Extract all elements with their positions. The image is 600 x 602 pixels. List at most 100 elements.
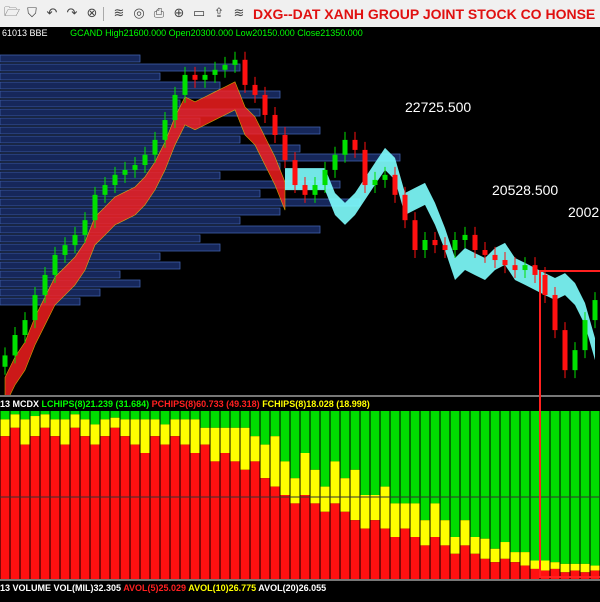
fchips-bar (120, 419, 130, 437)
target-icon[interactable]: ◎ (133, 6, 145, 21)
lchips-bar (290, 411, 300, 479)
candle (232, 59, 238, 65)
fchips-bar (590, 565, 600, 571)
candle (92, 194, 98, 221)
pchips-bar (590, 570, 600, 579)
candle (372, 179, 378, 186)
layers-icon[interactable]: ≋ (233, 6, 245, 21)
candle (72, 234, 78, 246)
mcdx-pane[interactable] (0, 411, 600, 579)
lchips-bar (470, 411, 480, 537)
lchips-bar (180, 411, 190, 420)
candle (522, 265, 528, 271)
fchips-bar (450, 537, 460, 554)
avol10-readout: AVOL(10)26.775 (188, 583, 257, 593)
lchips-bar (100, 411, 110, 420)
fchips-bar (160, 424, 170, 445)
lchips-bar (410, 411, 420, 504)
volume-profile-bar (0, 261, 181, 270)
redo-icon[interactable]: ↷ (66, 6, 78, 21)
candle (382, 174, 388, 180)
export-icon[interactable]: ⇪ (213, 6, 225, 21)
lchips-bar (520, 411, 530, 553)
add-circle-icon[interactable]: ⊕ (173, 6, 185, 21)
lchips-bar (210, 411, 220, 428)
undo-icon[interactable]: ↶ (46, 6, 58, 21)
pchips-bar (390, 537, 400, 579)
fchips-bar (550, 562, 560, 569)
lchips-bar (60, 411, 70, 420)
close-circle-icon[interactable]: ⊗ (86, 6, 98, 21)
candle (22, 320, 28, 336)
pchips-bar (50, 436, 60, 579)
candle (102, 185, 108, 195)
save-icon[interactable]: ▭ (192, 6, 206, 21)
lchips-bar (40, 411, 50, 415)
pchips-bar (310, 503, 320, 579)
pchips-bar (160, 444, 170, 579)
candle (562, 330, 568, 371)
highlight-box (539, 270, 600, 578)
lchips-bar (340, 411, 350, 479)
pchips-bar (340, 511, 350, 579)
print-icon[interactable]: ⎙ (153, 6, 165, 21)
mcdx-label: 13 MCDX (0, 399, 40, 409)
pchips-bar (350, 520, 360, 579)
lchips-bar (240, 411, 250, 428)
fchips-bar (150, 419, 160, 437)
candle (52, 254, 58, 275)
candle (332, 154, 338, 170)
pchips-bar (60, 444, 70, 579)
candle (262, 94, 268, 115)
toolbar-separator (103, 6, 104, 21)
candle (172, 94, 178, 121)
filter-icon[interactable]: ⛉ (27, 6, 37, 21)
candle (362, 149, 368, 186)
lchips-bar (440, 411, 450, 521)
folder-icon[interactable]: 🗁 (3, 4, 21, 20)
volume-profile-bar (0, 81, 221, 90)
lchips-bar (560, 411, 570, 564)
lchips-bar (360, 411, 370, 495)
lchips-bar (200, 411, 210, 428)
pchips-bar (330, 503, 340, 579)
candle (292, 160, 298, 186)
fchips-bar (360, 495, 370, 529)
candle (412, 220, 418, 251)
pchips-bar (400, 528, 410, 579)
pchips-readout: PCHIPS(8)60.733 (49.318) (151, 399, 260, 409)
lchips-bar (460, 411, 470, 521)
fchips-bar (140, 419, 150, 453)
fchips-bar (320, 486, 330, 512)
volume-profile-bar (0, 99, 181, 108)
volume-profile-bar (0, 63, 241, 72)
pchips-bar (90, 444, 100, 579)
lchips-bar (580, 411, 590, 564)
volume-profile-bar (0, 297, 81, 306)
pchips-bar (510, 562, 520, 579)
candle (142, 154, 148, 166)
price-pane[interactable]: 22725.500 20528.500 2002 (0, 39, 600, 395)
lchips-bar (570, 411, 580, 564)
lchips-bar (370, 411, 380, 495)
lchips-bar (190, 411, 200, 420)
fchips-bar (220, 427, 230, 453)
candle (202, 74, 208, 80)
candle (182, 74, 188, 95)
lchips-bar (480, 411, 490, 539)
pchips-bar (380, 528, 390, 579)
candle (422, 240, 428, 251)
fchips-bar (440, 520, 450, 546)
candle (242, 59, 248, 85)
candle (482, 250, 488, 255)
wifi-icon[interactable]: ≋ (113, 6, 125, 21)
pchips-bar (140, 453, 150, 579)
fchips-bar (290, 478, 300, 504)
pchips-bar (430, 537, 440, 579)
lchips-bar (280, 411, 290, 462)
candle (192, 74, 198, 80)
volume-profile-bar (0, 198, 361, 207)
pchips-bar (520, 565, 530, 579)
fchips-bar (230, 427, 240, 462)
fchips-bar (480, 538, 490, 559)
